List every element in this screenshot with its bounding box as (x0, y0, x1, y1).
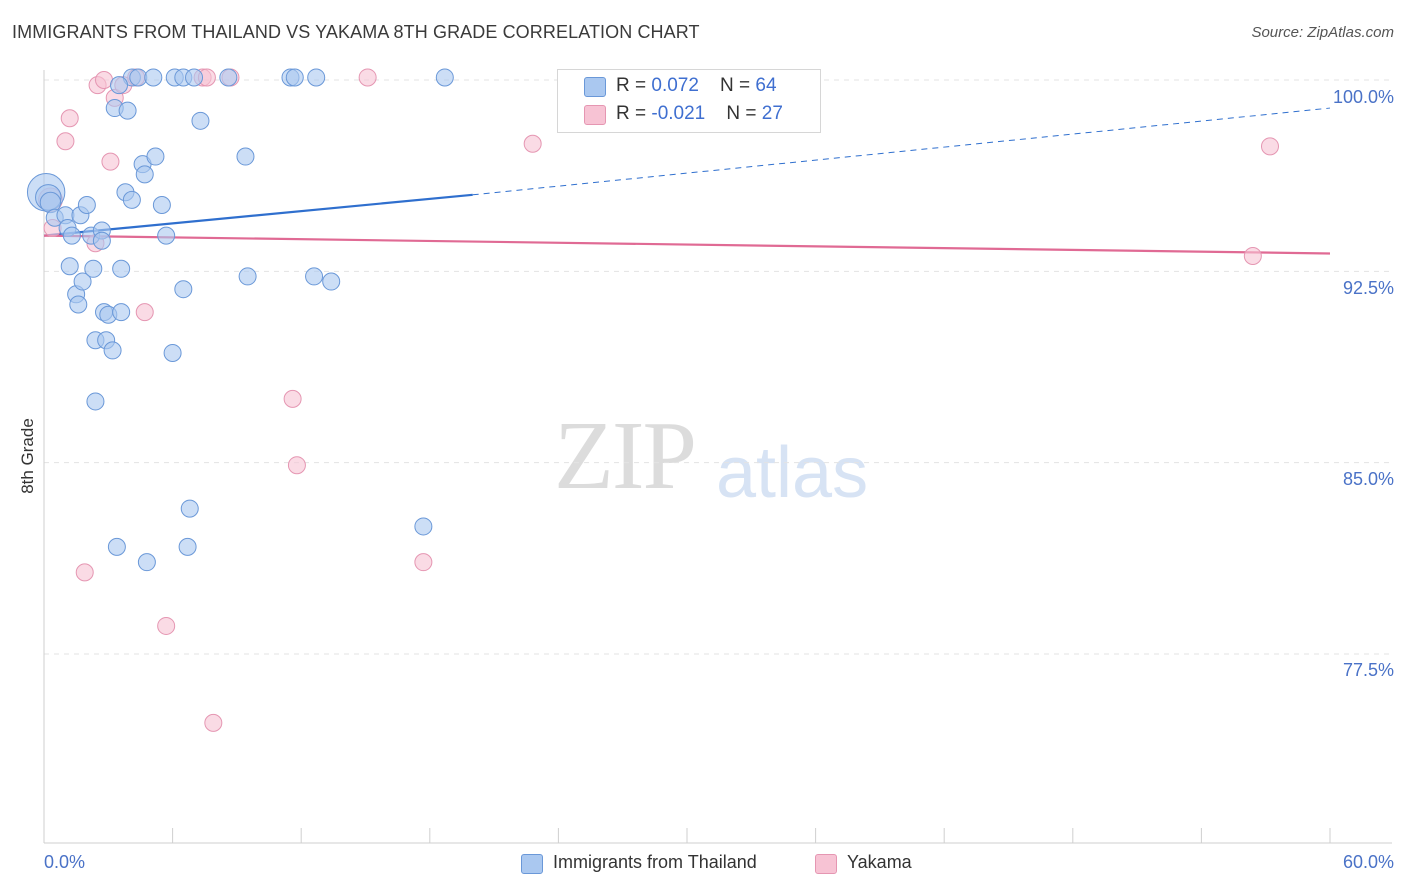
point-thailand (103, 341, 122, 360)
point-yakama (523, 134, 542, 153)
point-thailand (122, 190, 141, 209)
legend-n-label: N = (726, 103, 762, 124)
y-tick-label-77-5: 77.5% (1342, 660, 1394, 680)
point-yakama (204, 713, 223, 732)
point-yakama (56, 132, 75, 151)
point-thailand (73, 272, 92, 291)
point-thailand (110, 76, 129, 95)
watermark-zip: ZIP (554, 402, 697, 510)
trend-line-yakama (43, 234, 1331, 255)
legend-r-label: R = (616, 75, 652, 96)
y-tick-label-85: 85.0% (1342, 469, 1394, 489)
data-points (26, 68, 1279, 732)
legend-swatch-blue (584, 77, 606, 97)
legend-r-value: -0.021 (651, 103, 706, 124)
point-thailand (285, 68, 304, 87)
legend-n-value: 27 (761, 103, 783, 124)
point-thailand (144, 68, 163, 87)
point-thailand (174, 280, 193, 299)
point-thailand (92, 231, 111, 250)
point-yakama (135, 303, 154, 322)
point-thailand (146, 147, 165, 166)
watermark-atlas: atlas (716, 433, 869, 513)
chart-title: IMMIGRANTS FROM THAILAND VS YAKAMA 8TH G… (12, 22, 700, 42)
point-thailand (180, 499, 199, 518)
legend-swatch-pink (584, 105, 606, 125)
point-yakama (283, 389, 302, 408)
point-thailand (185, 68, 204, 87)
point-thailand (435, 68, 454, 87)
point-yakama (1243, 247, 1262, 266)
bottom-legend-swatch-blue (521, 854, 543, 874)
y-tick-label-92-5: 92.5% (1342, 278, 1394, 298)
legend-row-yakama: R = -0.021 N = 27 (558, 101, 820, 129)
point-thailand (129, 68, 148, 87)
trend-line-thailand (43, 193, 473, 237)
legend-r-label: R = (616, 103, 652, 124)
trend-line-thailand-extension (472, 107, 1331, 196)
point-thailand (307, 68, 326, 87)
grid-lines (44, 79, 1392, 655)
correlation-legend: R = 0.072 N = 64 R = -0.021 N = 27 (557, 69, 821, 133)
point-thailand (62, 226, 81, 245)
point-thailand (135, 165, 154, 184)
source-label: Source: ZipAtlas.com (1251, 24, 1394, 41)
point-thailand (84, 259, 103, 278)
point-thailand (152, 196, 171, 215)
point-thailand (236, 147, 255, 166)
legend-row-thailand: R = 0.072 N = 64 (558, 73, 820, 101)
bottom-legend-swatch-pink (815, 854, 837, 874)
point-thailand (112, 259, 131, 278)
point-yakama (414, 553, 433, 572)
point-yakama (287, 456, 306, 475)
point-yakama (95, 71, 114, 89)
legend-n-label: N = (720, 75, 756, 96)
y-tick-label-100: 100.0% (1332, 87, 1394, 107)
trend-lines (43, 107, 1331, 255)
point-thailand (191, 111, 210, 130)
point-yakama (1260, 137, 1279, 156)
point-thailand (414, 517, 433, 536)
point-yakama (75, 563, 94, 582)
point-thailand (238, 267, 257, 286)
bottom-legend-label-thailand: Immigrants from Thailand (553, 852, 757, 872)
point-thailand (305, 267, 324, 286)
x-tick-label-min: 0.0% (44, 852, 86, 872)
point-thailand (77, 196, 96, 215)
point-thailand (118, 101, 137, 120)
axes (43, 70, 1392, 844)
point-thailand (112, 303, 131, 322)
point-thailand (107, 537, 126, 556)
point-thailand (137, 553, 156, 572)
point-yakama (60, 109, 79, 128)
point-thailand (163, 343, 182, 362)
x-tick-label-max: 60.0% (1342, 852, 1394, 872)
point-thailand (86, 392, 105, 411)
point-thailand (178, 537, 197, 556)
legend-r-value: 0.072 (651, 75, 699, 96)
point-thailand (322, 272, 341, 291)
point-thailand (60, 257, 79, 276)
legend-n-value: 64 (755, 75, 777, 96)
point-thailand (157, 226, 176, 245)
point-yakama (358, 68, 377, 87)
point-thailand (219, 68, 238, 87)
bottom-legend-label-yakama: Yakama (847, 852, 912, 872)
point-yakama (157, 616, 176, 635)
point-yakama (101, 152, 120, 171)
point-thailand (69, 295, 88, 314)
